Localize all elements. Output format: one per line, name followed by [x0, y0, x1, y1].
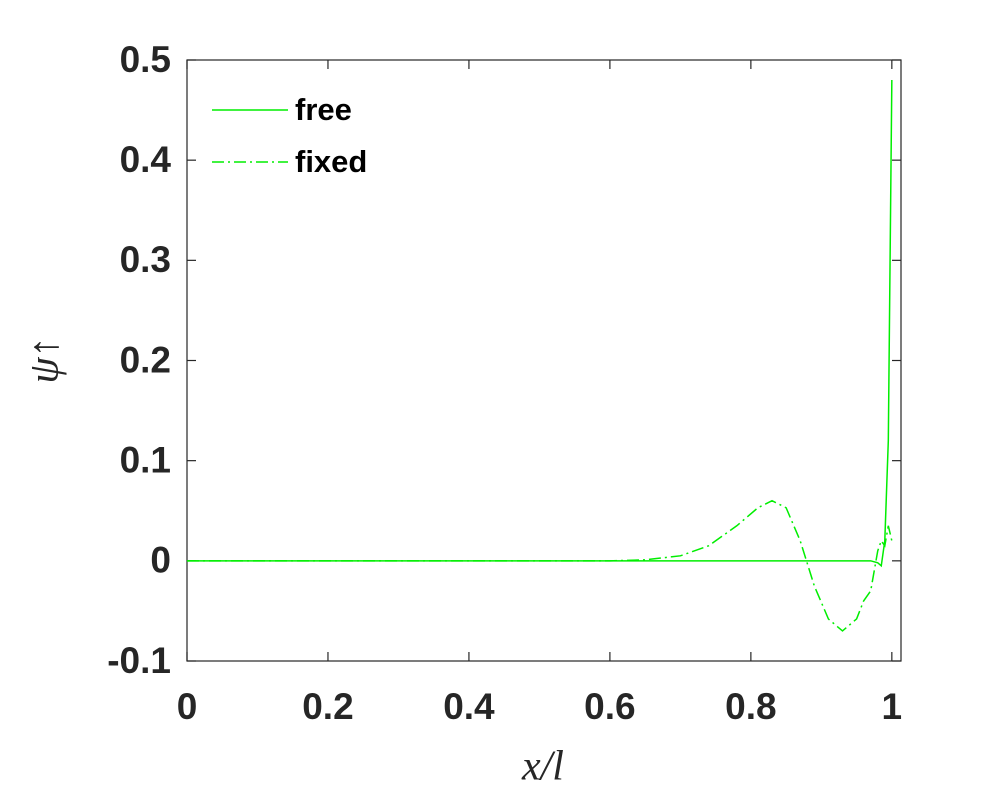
y-tick-label: 0.1 — [120, 439, 171, 480]
legend-label: fixed — [295, 144, 367, 179]
legend-label: free — [295, 92, 352, 127]
y-tick-label: 0.4 — [120, 139, 172, 180]
y-tick-label: 0.3 — [120, 239, 171, 280]
x-tick-label: 0 — [177, 686, 198, 727]
x-axis-label: x/l — [521, 744, 564, 790]
y-tick-label: 0.2 — [120, 339, 171, 380]
y-tick-label: 0.5 — [120, 39, 171, 80]
x-tick-label: 0.4 — [443, 686, 495, 727]
line-series — [187, 499, 893, 632]
y-tick-label: -0.1 — [107, 640, 171, 681]
x-tick-label: 0.8 — [725, 686, 776, 727]
x-tick-label: 0.6 — [584, 686, 635, 727]
x-tick-label: 0.2 — [302, 686, 353, 727]
y-axis-label: ψ↑ — [22, 336, 68, 383]
x-tick-label: 1 — [882, 686, 903, 727]
line-series — [187, 80, 893, 568]
y-tick-label: 0 — [150, 540, 171, 581]
